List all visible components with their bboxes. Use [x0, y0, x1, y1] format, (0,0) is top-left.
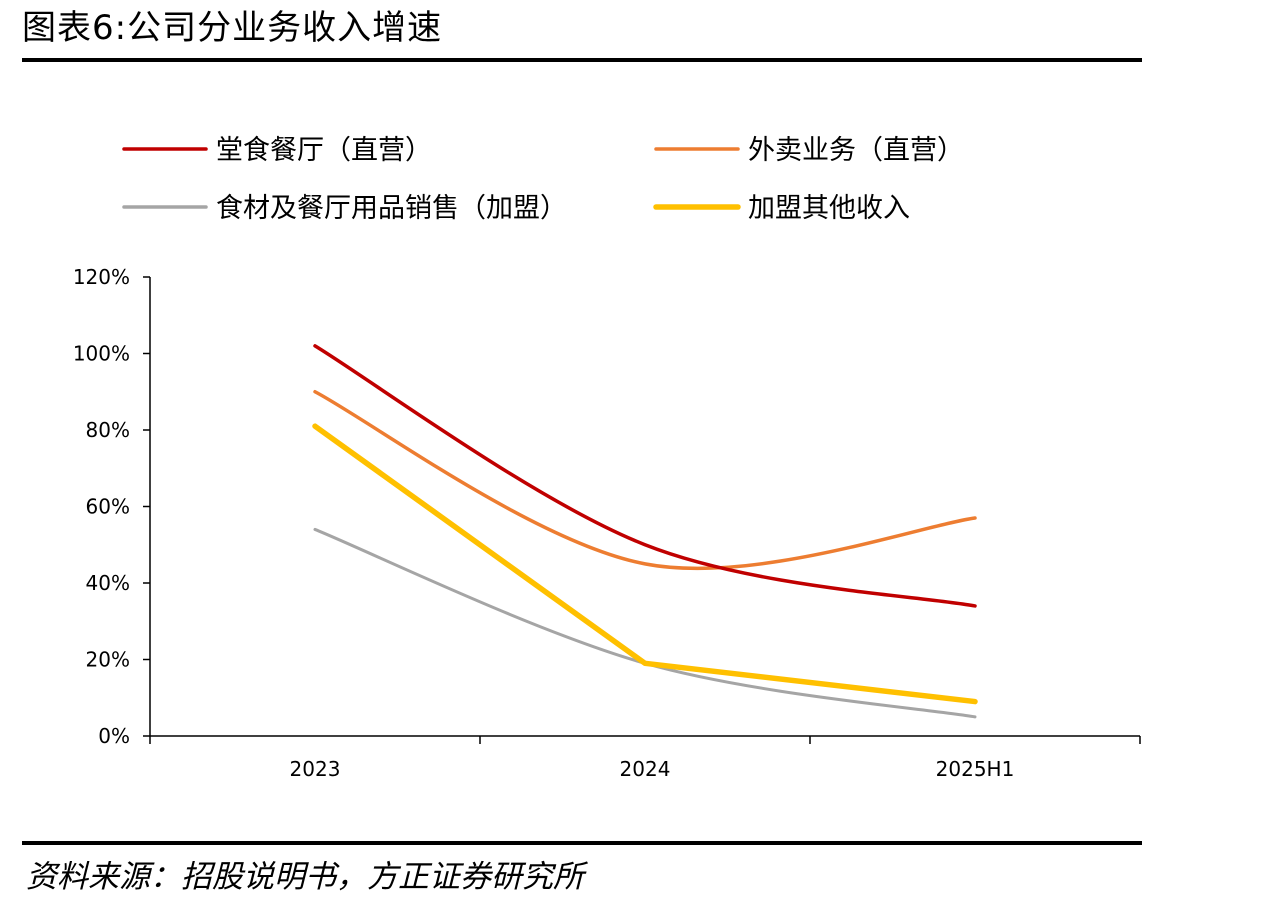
- y-tick-label: 60%: [86, 495, 130, 519]
- series-line-4: [312, 423, 978, 705]
- top-rule: [22, 58, 1142, 62]
- y-tick-label: 20%: [86, 648, 130, 672]
- source-note: 资料来源：招股说明书，方正证券研究所: [26, 859, 584, 895]
- series-line-2: [313, 390, 977, 571]
- legend-label-3: 食材及餐厅用品销售（加盟）: [216, 193, 567, 224]
- x-tick-label: 2024: [620, 757, 671, 781]
- x-tick-label: 2025H1: [936, 757, 1015, 781]
- x-tick-label: 2023: [290, 757, 341, 781]
- y-tick-label: 40%: [86, 571, 130, 595]
- legend-label-4: 加盟其他收入: [748, 193, 910, 224]
- y-tick-label: 120%: [73, 265, 130, 289]
- chart-title: 图表6:公司分业务收入增速: [22, 8, 443, 48]
- y-tick-label: 80%: [86, 418, 130, 442]
- y-tick-label: 0%: [98, 724, 130, 748]
- legend-label-1: 堂食餐厅（直营）: [216, 135, 432, 166]
- bottom-rule: [22, 841, 1142, 845]
- legend-label-2: 外卖业务（直营）: [748, 135, 964, 166]
- y-tick-label: 100%: [73, 342, 130, 366]
- series-line-1: [313, 344, 977, 608]
